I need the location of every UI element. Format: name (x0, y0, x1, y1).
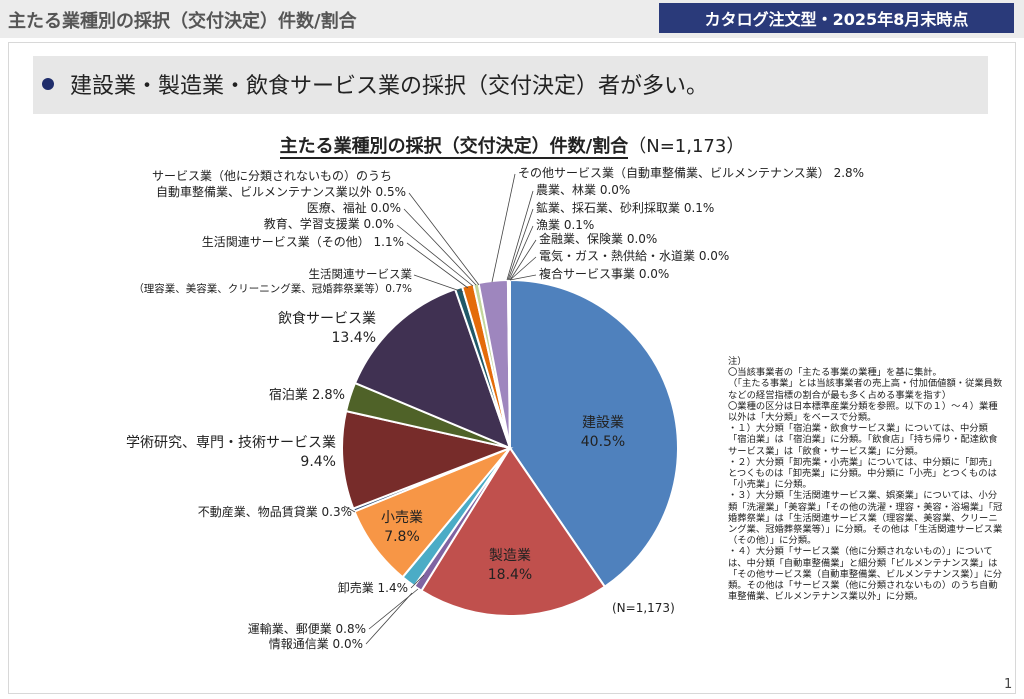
leader-line (507, 208, 534, 281)
slice-label: 不動産業、物品賃貸業 0.3% (198, 504, 352, 519)
leader-line (508, 225, 534, 281)
leader-line (410, 574, 425, 589)
content-frame (8, 42, 1016, 694)
pie-slice (507, 278, 511, 449)
leader-line (406, 242, 469, 289)
note-line: ・４）大分類「サービス業（他に分類されないもの）」については、中分類「自動車整備… (728, 546, 1003, 603)
slice-label: 医療、福祉 0.0% (307, 200, 401, 215)
date-badge: カタログ注文型・2025年8月末時点 (659, 3, 1014, 33)
slice-label: 漁業 0.1% (536, 218, 594, 232)
leader-line (343, 505, 356, 513)
chart-title-main: 主たる業種別の採択（交付決定）件数/割合 (279, 136, 629, 159)
pie-slice (341, 409, 514, 510)
slice-label: 鉱業、採石業、砂利採取業 0.1% (536, 200, 714, 215)
slice-label: 宿泊業 2.8% (269, 387, 345, 403)
slice-label: 自動車整備業、ビルメンテナンス業以外 0.5% (156, 184, 406, 199)
slice-label: 金融業、保険業 0.0% (539, 231, 657, 246)
notes-panel: 注） 〇当該事業者の「主たる事業の業種」を基に集計。 （「主たる事業」とは当該事業者… (728, 356, 1004, 602)
chart-title-n: （N=1,173） (628, 136, 745, 157)
slice-label: 小売業 (381, 510, 423, 526)
leader-line (408, 192, 480, 286)
leader-line (413, 274, 464, 293)
slice-label: 建設業 (582, 415, 624, 431)
slice-label: 学術研究、専門・技術サービス業 (126, 435, 336, 451)
slice-label: 農業、林業 0.0% (536, 183, 630, 197)
chart-title: 主たる業種別の採択（交付決定）件数/割合（N=1,173） (0, 132, 1024, 159)
leader-line (403, 208, 477, 286)
bullet-icon (42, 78, 54, 90)
leader-line (509, 274, 537, 281)
slice-label: 13.4% (332, 330, 376, 346)
slice-label: 9.4% (300, 454, 336, 470)
note-line: 注） (728, 356, 747, 367)
note-line: ・２）大分類「卸売業・小売業」については、中分類に「卸売」とつくものは「卸売業」… (728, 456, 998, 491)
slice-label: 生活関連サービス業 (309, 267, 413, 281)
slice-label: 飲食サービス業 (278, 310, 376, 327)
note-line: 〇業種の区分は日本標準産業分類を参照。以下の１）～４）業種以外は「大分類」をベー… (728, 400, 998, 424)
note-line: （「主たる事業」とは当該事業者の売上高・付加価値額・従業員数などの経営指標の割合… (728, 378, 1003, 401)
pie-slice (353, 287, 512, 450)
summary-text: 建設業・製造業・飲食サービス業の採択（交付決定）者が多い。 (70, 74, 709, 99)
slice-label: 40.5% (581, 434, 625, 450)
slice-label: 複合サービス事業 0.0% (539, 266, 669, 281)
leader-line (491, 173, 516, 283)
slice-label: 7.8% (384, 529, 420, 545)
leader-line (396, 224, 474, 287)
leader-line (506, 190, 534, 281)
page-title: 主たる業種別の採択（交付決定）件数/割合 (8, 11, 357, 32)
slice-label: 製造業 (489, 548, 531, 564)
pie-slice (509, 278, 679, 589)
note-line: ・１）大分類「宿泊業・飲食サービス業」については、中分類「宿泊業」は「宿泊業」に… (728, 423, 998, 457)
slice-label: 卸売業 1.4% (338, 580, 408, 595)
slice-label: 運輸業、郵便業 0.8% (248, 621, 366, 636)
leader-line (509, 239, 537, 281)
slice-label: 18.4% (488, 567, 532, 583)
pie-slice (420, 446, 607, 617)
slice-label: サービス業（他に分類されないもの）のうち (152, 169, 392, 183)
leader-line (365, 592, 413, 645)
slice-label: （理容業、美容業、クリーニング業、冠婚葬祭業等）0.7% (133, 282, 412, 295)
slice-label: 電気・ガス・熱供給・水道業 0.0% (539, 248, 729, 263)
slice-label: その他サービス業（自動車整備業、ビルメンテナンス業） 2.8% (518, 165, 864, 180)
leader-line (509, 256, 537, 281)
summary-box (33, 56, 988, 114)
leader-line (368, 588, 419, 630)
slice-label: 情報通信業 0.0% (269, 637, 363, 651)
slice-label: 教育、学習支援業 0.0% (264, 216, 394, 231)
page-number: 1 (1004, 677, 1013, 692)
n-label: (N=1,173) (612, 601, 675, 615)
slice-label: 生活関連サービス業（その他） 1.1% (202, 235, 404, 249)
note-line: 〇当該事業者の「主たる事業の業種」を基に集計。 (728, 367, 942, 379)
note-line: ・３）大分類「生活関連サービス業、娯楽業」については、小分類「洗濯業」「美容業」… (728, 490, 1003, 547)
